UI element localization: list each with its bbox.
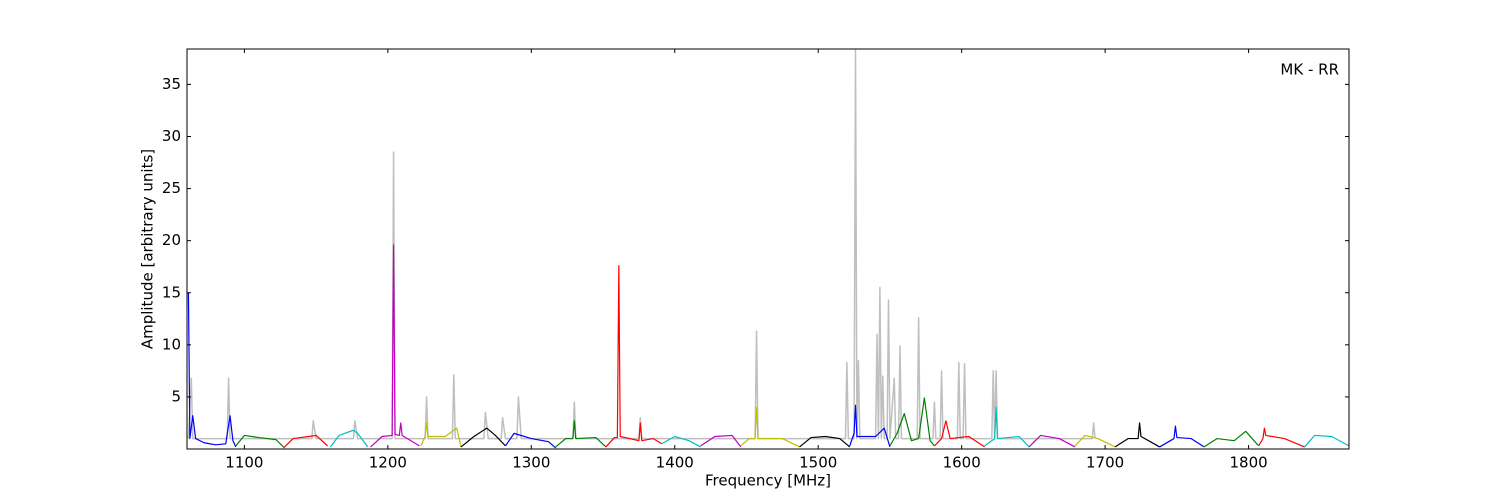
- series-line: [1114, 422, 1160, 448]
- series-line: [370, 244, 420, 448]
- series-line: [284, 434, 328, 448]
- series-line: [799, 435, 851, 448]
- x-tick-label: 1700: [1086, 454, 1124, 472]
- axes-frame: [186, 48, 1350, 450]
- series-line: [504, 432, 557, 449]
- y-tick-label: 10: [162, 335, 181, 353]
- series-line: [460, 427, 506, 448]
- series-line: [661, 435, 701, 448]
- series-line: [329, 429, 369, 448]
- series-line: [889, 397, 935, 447]
- series-line: [700, 434, 742, 448]
- series-line: [187, 292, 237, 448]
- series-line: [555, 420, 607, 448]
- series-line: [740, 406, 800, 448]
- series-line: [1074, 434, 1116, 448]
- series-line: [605, 265, 663, 448]
- y-tick-label: 20: [162, 231, 181, 249]
- y-tick-label: 5: [171, 387, 181, 405]
- series-line: [420, 422, 462, 448]
- y-axis-label: Amplitude [arbitrary units]: [139, 149, 157, 349]
- annotation: MK - RR: [1280, 61, 1339, 79]
- series-line: [1159, 425, 1205, 448]
- y-tick-label: 15: [162, 283, 181, 301]
- x-tick-label: 1400: [656, 454, 694, 472]
- series-line: [1258, 427, 1305, 448]
- x-tick-label: 1800: [1229, 454, 1267, 472]
- x-tick-label: 1100: [225, 454, 263, 472]
- series-line: [849, 404, 891, 448]
- x-tick-label: 1300: [512, 454, 550, 472]
- series-line: [1028, 434, 1076, 448]
- y-tick-label: 35: [162, 75, 181, 93]
- x-tick-label: 1500: [799, 454, 837, 472]
- series-line: [1203, 430, 1260, 448]
- series-line: [1304, 434, 1349, 448]
- plot-area: [187, 49, 1349, 449]
- y-tick-label: 30: [162, 127, 181, 145]
- series-line: [235, 434, 285, 449]
- series-line: [933, 420, 985, 448]
- series-line: [984, 406, 1030, 448]
- series-line: [187, 49, 1096, 440]
- y-tick-label: 25: [162, 179, 181, 197]
- x-tick-label: 1200: [369, 454, 407, 472]
- x-tick-label: 1600: [943, 454, 981, 472]
- x-axis-label: Frequency [MHz]: [705, 472, 831, 490]
